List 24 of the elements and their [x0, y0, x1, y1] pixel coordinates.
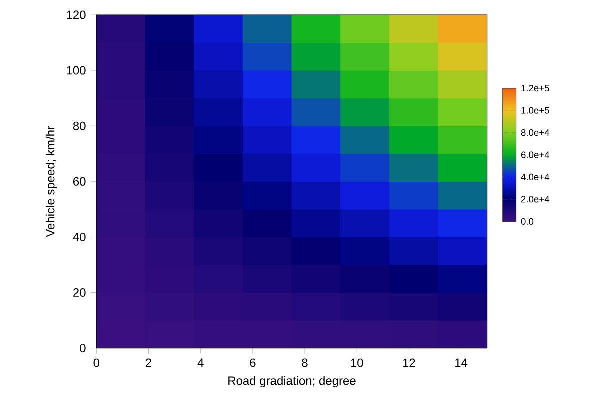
x-tick-label: 10: [351, 358, 364, 368]
color-bar-label: 4.0e+4: [521, 174, 550, 181]
x-tick-label: 4: [198, 358, 204, 367]
x-tick-label: 8: [302, 358, 308, 368]
x-tick-label: 12: [403, 358, 416, 368]
color-bar-label: 1.2e+5: [522, 85, 550, 92]
y-tick-label: 80: [73, 122, 86, 130]
x-tick-label: 2: [146, 358, 152, 368]
color-bar-label: 8.0e+4: [521, 129, 550, 136]
color-bar-label: 1.0e+5: [522, 107, 550, 114]
y-tick-label: 120: [67, 10, 86, 20]
x-axis-title: Road gradiation; degree: [228, 376, 356, 388]
y-tick-label: 100: [67, 66, 86, 75]
y-tick-label: 40: [73, 232, 86, 242]
y-tick-label: 20: [74, 288, 86, 298]
y-axis-title: Vehicle speed; km/hr: [46, 126, 58, 238]
color-bar-label: 2.0e+4: [521, 196, 550, 203]
x-tick-label: 14: [456, 358, 468, 367]
y-tick-label: 0: [80, 344, 86, 353]
y-tick-label: 60: [74, 177, 86, 186]
x-tick-label: 6: [250, 358, 256, 368]
x-tick-label: 0: [94, 358, 100, 368]
color-bar-label: 6.0e+4: [521, 152, 550, 158]
color-bar-label: 0.0: [521, 218, 534, 225]
